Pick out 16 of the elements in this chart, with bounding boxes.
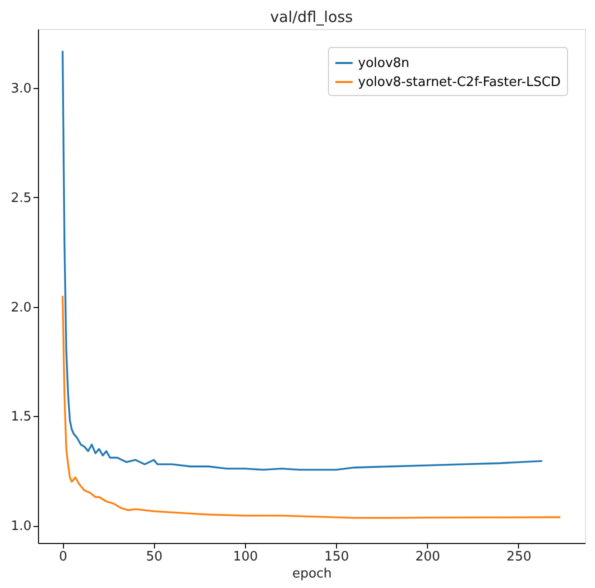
x-tick-label: 250 <box>506 550 532 564</box>
chart-title: val/dfl_loss <box>270 8 354 26</box>
x-axis-title: epoch <box>292 566 332 582</box>
x-tick-label: 100 <box>233 550 258 564</box>
legend-label: yolov8-starnet-C2f-Faster-LSCD <box>358 75 561 90</box>
y-tick-label: 3.0 <box>10 82 32 97</box>
y-tick-label: 2.0 <box>10 300 32 316</box>
y-tick-label: 1.5 <box>10 410 32 425</box>
y-tick-label: 2.5 <box>10 190 32 206</box>
x-tick-label: 200 <box>415 550 440 564</box>
y-tick-label: 1.0 <box>10 519 32 534</box>
x-tick-label: 150 <box>324 550 350 564</box>
line-series <box>62 294 562 519</box>
x-tick-label: 50 <box>146 550 163 564</box>
legend-label: yolov8n <box>358 56 410 71</box>
x-tick-label: 0 <box>58 550 68 564</box>
